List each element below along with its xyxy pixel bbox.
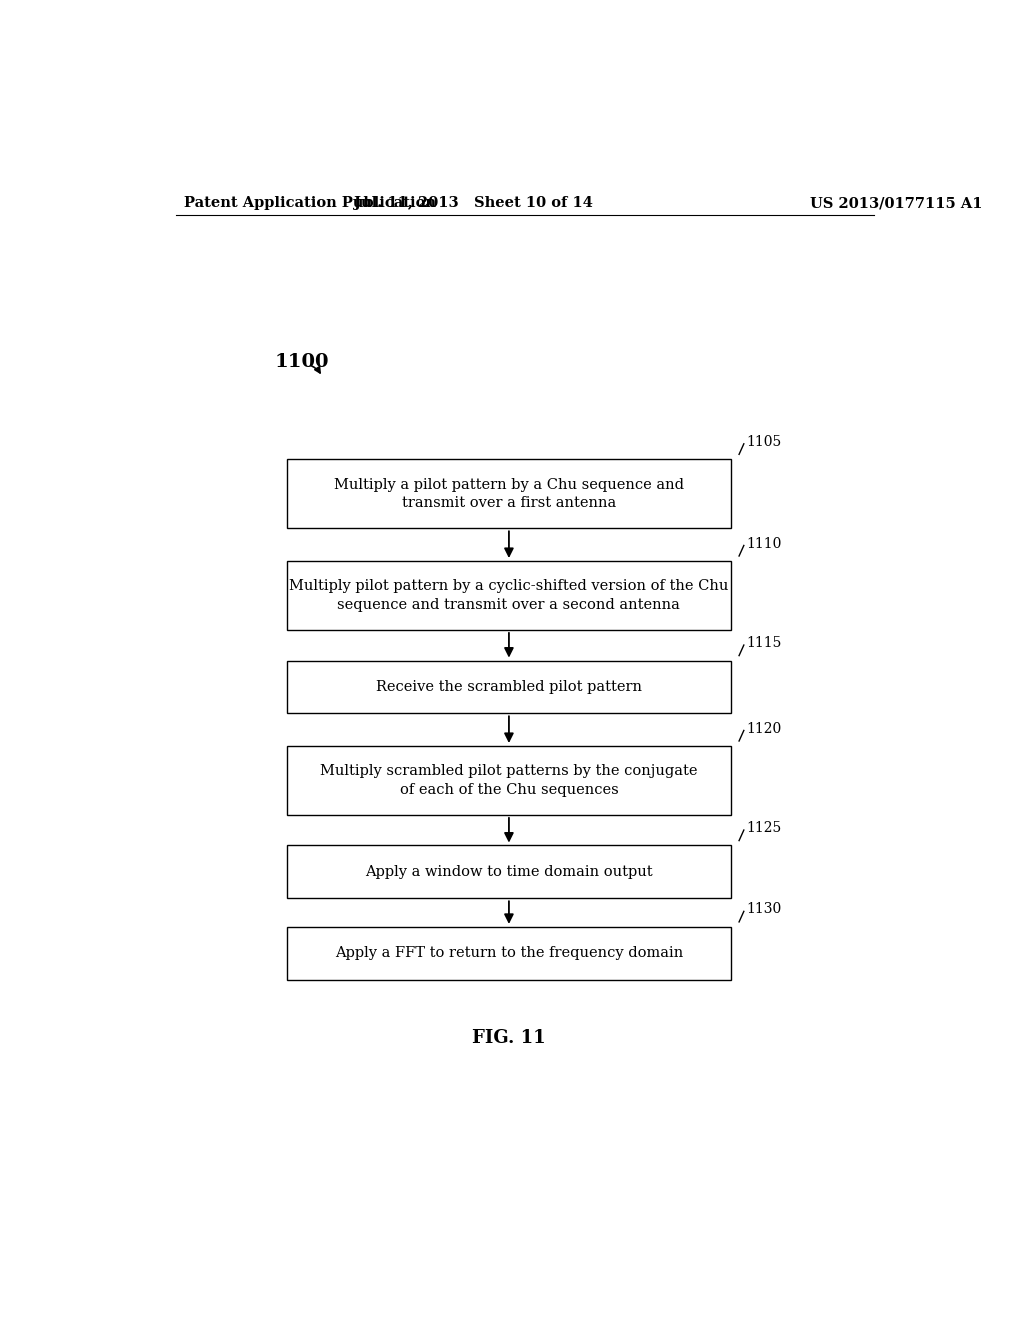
Text: Multiply pilot pattern by a cyclic-shifted version of the Chu
sequence and trans: Multiply pilot pattern by a cyclic-shift…	[289, 579, 729, 611]
Text: Multiply a pilot pattern by a Chu sequence and
transmit over a first antenna: Multiply a pilot pattern by a Chu sequen…	[334, 478, 684, 510]
Text: Apply a FFT to return to the frequency domain: Apply a FFT to return to the frequency d…	[335, 946, 683, 960]
Text: Jul. 11, 2013   Sheet 10 of 14: Jul. 11, 2013 Sheet 10 of 14	[353, 197, 593, 210]
FancyBboxPatch shape	[287, 459, 731, 528]
Text: Patent Application Publication: Patent Application Publication	[183, 197, 435, 210]
FancyBboxPatch shape	[287, 746, 731, 814]
Text: 1120: 1120	[746, 722, 781, 735]
Text: Apply a window to time domain output: Apply a window to time domain output	[366, 865, 652, 879]
FancyBboxPatch shape	[287, 846, 731, 899]
Text: 1130: 1130	[746, 903, 781, 916]
FancyBboxPatch shape	[287, 927, 731, 979]
Text: FIG. 11: FIG. 11	[472, 1028, 546, 1047]
Text: 1115: 1115	[746, 636, 781, 651]
Text: Multiply scrambled pilot patterns by the conjugate
of each of the Chu sequences: Multiply scrambled pilot patterns by the…	[321, 764, 697, 797]
FancyBboxPatch shape	[287, 660, 731, 713]
Text: Receive the scrambled pilot pattern: Receive the scrambled pilot pattern	[376, 680, 642, 694]
Text: 1105: 1105	[746, 434, 781, 449]
Text: 1110: 1110	[746, 536, 781, 550]
Text: 1125: 1125	[746, 821, 781, 836]
Text: US 2013/0177115 A1: US 2013/0177115 A1	[811, 197, 983, 210]
FancyBboxPatch shape	[287, 561, 731, 630]
Text: 1100: 1100	[274, 352, 330, 371]
